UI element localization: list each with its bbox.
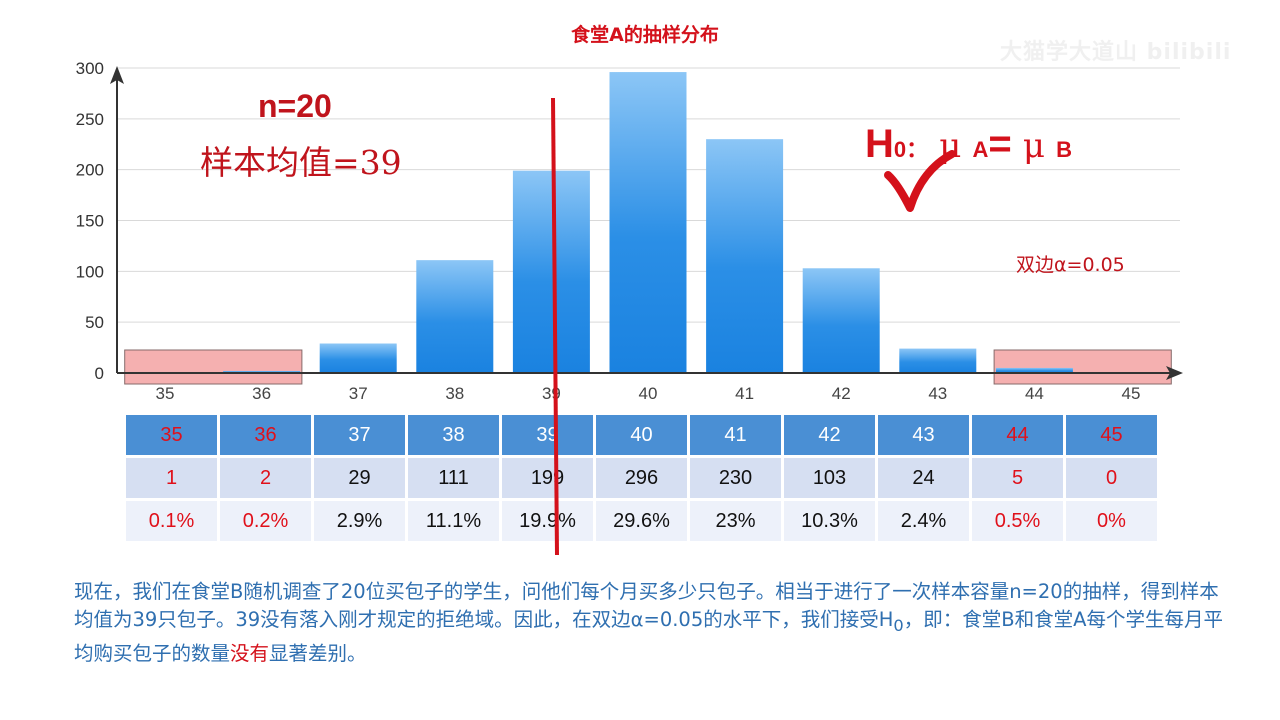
- y-tick-label: 50: [85, 313, 104, 332]
- sample-mean-marker-line: [551, 97, 559, 556]
- value-cell: 35: [126, 415, 217, 455]
- paragraph-subscript: 0: [893, 615, 904, 635]
- b-subscript: B: [1056, 137, 1073, 162]
- x-tick-label: 41: [735, 384, 754, 403]
- value-cell: 44: [972, 415, 1063, 455]
- value-cell: 36: [220, 415, 311, 455]
- x-tick-label: 43: [928, 384, 947, 403]
- x-axis-arrow: [1166, 366, 1183, 380]
- percent-cell: 10.3%: [784, 501, 875, 541]
- percent-cell: 0.2%: [220, 501, 311, 541]
- value-row: 35 36 37 38 39 40 41 42 43 44 45: [126, 415, 1157, 455]
- bar: [706, 139, 784, 373]
- percent-cell: 29.6%: [596, 501, 687, 541]
- y-tick-label: 200: [76, 161, 104, 180]
- h0-letter: H: [865, 122, 894, 166]
- equals-sign: =: [988, 122, 1023, 166]
- a-subscript: A: [972, 137, 989, 162]
- percent-cell: 11.1%: [408, 501, 499, 541]
- distribution-table: 35 36 37 38 39 40 41 42 43 44 45 1 2 29 111 199 296 230 1…: [123, 412, 1160, 544]
- x-tick-label: 40: [639, 384, 658, 403]
- percent-cell: 23%: [690, 501, 781, 541]
- paragraph-text-3: 显著差别。: [269, 641, 367, 665]
- x-tick-label: 45: [1122, 384, 1141, 403]
- value-cell: 41: [690, 415, 781, 455]
- y-tick-label: 150: [76, 212, 104, 231]
- y-tick-label: 300: [76, 59, 104, 78]
- frequency-cell: 24: [878, 458, 969, 498]
- bar: [802, 268, 880, 373]
- bar: [512, 170, 590, 373]
- paragraph-text-1: 现在，我们在食堂B随机调查了20位买包子的学生，问他们每个月买多少只包子。相当于…: [74, 580, 1219, 631]
- value-cell: 38: [408, 415, 499, 455]
- x-tick-label: 35: [156, 384, 175, 403]
- bar: [319, 343, 397, 373]
- axes: [110, 66, 1183, 380]
- frequency-cell: 230: [690, 458, 781, 498]
- frequency-cell: 1: [126, 458, 217, 498]
- y-axis-arrow: [110, 66, 124, 84]
- percent-cell: 19.9%: [502, 501, 593, 541]
- paragraph-text-2: ，即：食堂B和食堂A每个学生每月平均购买包子的数量: [74, 608, 1223, 665]
- paragraph-highlight: 没有: [230, 641, 270, 665]
- chart-title: 食堂A的抽样分布: [571, 24, 719, 46]
- explanation-paragraph: 现在，我们在食堂B随机调查了20位买包子的学生，问他们每个月买多少只包子。相当于…: [74, 578, 1234, 668]
- x-tick-label: 42: [832, 384, 851, 403]
- frequency-cell: 103: [784, 458, 875, 498]
- checkmark-icon: [884, 150, 956, 212]
- value-cell: 45: [1066, 415, 1157, 455]
- frequency-cell: 296: [596, 458, 687, 498]
- bar: [995, 367, 1073, 373]
- significance-annotation: 双边α=0.05: [1016, 254, 1125, 276]
- rejection-regions: [124, 349, 1172, 385]
- h0-subscript: 0: [893, 137, 907, 162]
- frequency-cell: 5: [972, 458, 1063, 498]
- value-cell: 43: [878, 415, 969, 455]
- sample-size-annotation: n=20: [258, 88, 332, 124]
- x-tick-label: 38: [445, 384, 464, 403]
- y-tick-label: 0: [95, 364, 104, 383]
- bar: [416, 260, 494, 373]
- percent-row: 0.1% 0.2% 2.9% 11.1% 19.9% 29.6% 23% 10.3% 2.4% 0…: [126, 501, 1157, 541]
- value-cell: 40: [596, 415, 687, 455]
- y-tick-label: 100: [76, 262, 104, 281]
- percent-cell: 2.4%: [878, 501, 969, 541]
- bars: [126, 72, 1073, 374]
- h0-colon: ：: [906, 137, 929, 162]
- bar: [223, 370, 301, 373]
- percent-cell: 0.5%: [972, 501, 1063, 541]
- x-tick-label: 37: [349, 384, 368, 403]
- value-cell: 37: [314, 415, 405, 455]
- rejection-region-box: [124, 349, 303, 385]
- percent-cell: 0%: [1066, 501, 1157, 541]
- frequency-cell: 0: [1066, 458, 1157, 498]
- frequency-row: 1 2 29 111 199 296 230 103 24 5 0: [126, 458, 1157, 498]
- rejection-region-box: [993, 349, 1172, 385]
- sample-mean-annotation: 样本均值=39: [200, 143, 402, 182]
- watermark: 大猫学大道山 bilibili: [1000, 40, 1232, 65]
- x-tick-label: 36: [252, 384, 271, 403]
- frequency-cell: 29: [314, 458, 405, 498]
- frequency-cell: 2: [220, 458, 311, 498]
- frequency-cell: 199: [502, 458, 593, 498]
- x-tick-label: 44: [1025, 384, 1044, 403]
- mu-b-symbol: μ: [1022, 126, 1045, 166]
- bar: [609, 72, 687, 374]
- bar: [899, 348, 977, 373]
- y-tick-label: 250: [76, 110, 104, 129]
- value-cell: 39: [502, 415, 593, 455]
- percent-cell: 2.9%: [314, 501, 405, 541]
- percent-cell: 0.1%: [126, 501, 217, 541]
- value-cell: 42: [784, 415, 875, 455]
- frequency-cell: 111: [408, 458, 499, 498]
